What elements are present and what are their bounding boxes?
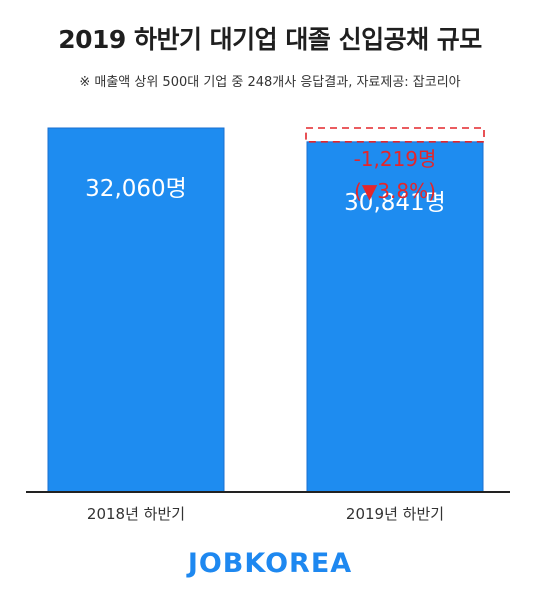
chart-subtitle: ※ 매출액 상위 500대 기업 중 248개사 응답결과, 자료제공: 잡코리… (79, 75, 461, 90)
x-tick-label: 2019년 하반기 (346, 505, 444, 523)
bar (47, 127, 225, 493)
x-tick-label: 2018년 하반기 (87, 505, 185, 523)
bar-value-label: 32,060명 (85, 176, 187, 202)
decrease-box (305, 127, 485, 143)
decrease-percent-label: (▼3.8%) (354, 179, 436, 203)
bar-value-label: 30,841명 (344, 190, 446, 216)
bar (306, 141, 484, 493)
chart-title: 2019 하반기 대기업 대졸 신입공채 규모 (58, 25, 482, 54)
jobkorea-logo: JOBKOREA (187, 548, 353, 579)
decrease-amount-label: -1,219명 (354, 147, 437, 171)
